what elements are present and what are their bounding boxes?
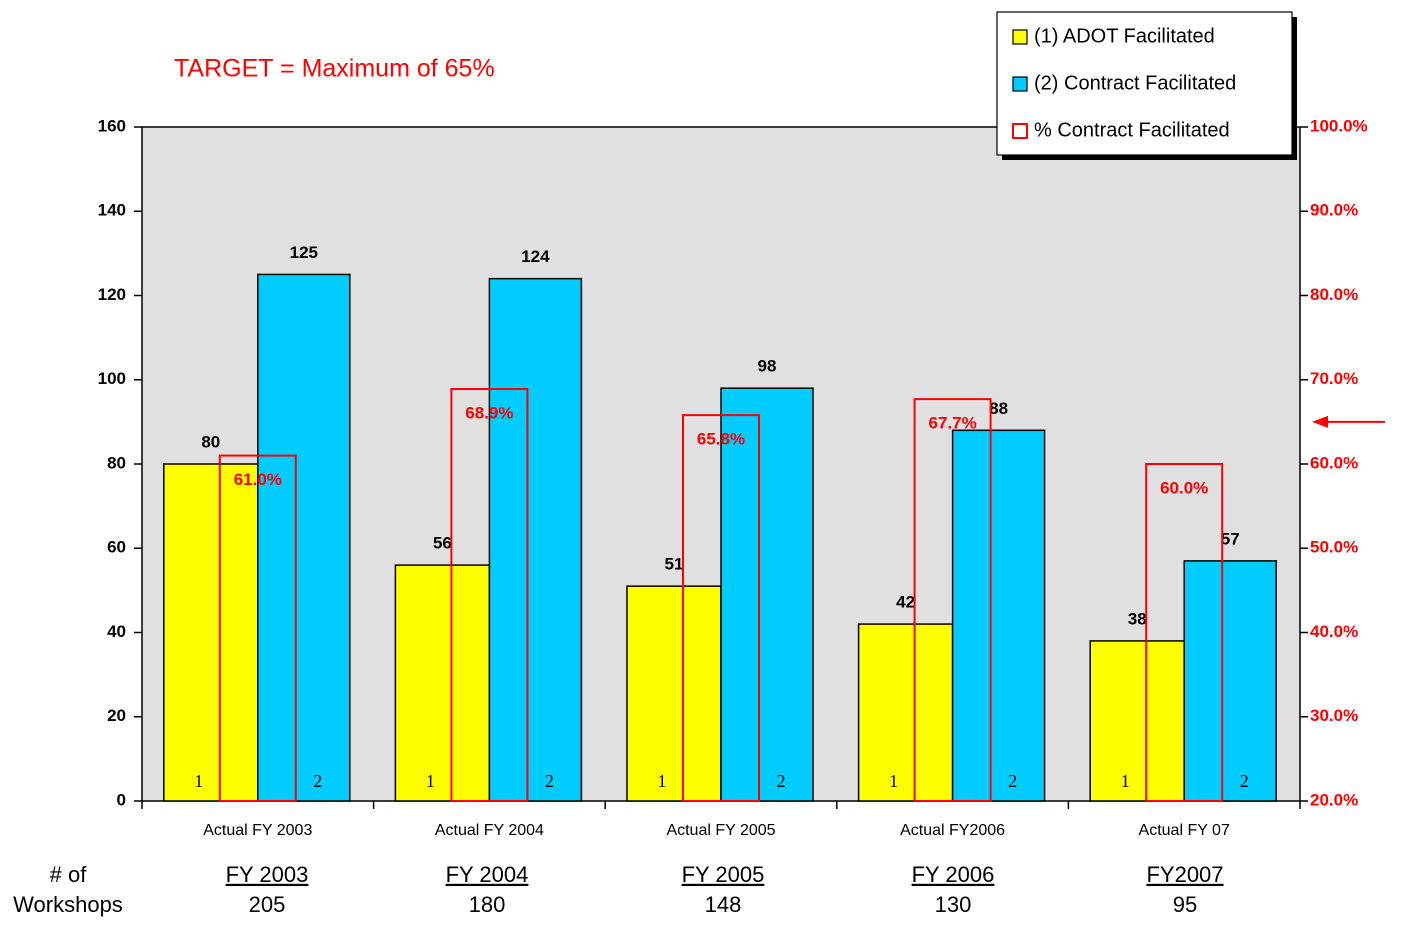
x-tick-label: Actual FY 2003	[203, 822, 312, 839]
target-arrow-head	[1312, 415, 1328, 428]
bar-value-label: 98	[758, 357, 777, 376]
bar-inner-label: 1	[1121, 771, 1130, 791]
y2-tick-label: 40.0%	[1310, 622, 1358, 641]
workshops-year: FY 2005	[682, 862, 765, 887]
y2-tick-label: 90.0%	[1310, 201, 1358, 220]
bar	[394, 564, 491, 802]
workshops-label: Workshops	[13, 892, 123, 917]
legend-swatch	[1012, 123, 1028, 139]
legend-swatch	[1012, 29, 1028, 45]
percent-label: 65.8%	[697, 430, 745, 449]
y-tick-label: 0	[117, 790, 126, 809]
legend-label: % Contract Facilitated	[1034, 119, 1230, 141]
workshops-year: FY2007	[1146, 862, 1223, 887]
bar-value-label: 88	[989, 399, 1008, 418]
y2-tick-label: 20.0%	[1310, 790, 1358, 809]
x-tick-label: Actual FY 2004	[435, 822, 544, 839]
legend-swatch	[1012, 76, 1028, 92]
bar-inner-label: 2	[1240, 771, 1249, 791]
y-tick-label: 80	[107, 453, 126, 472]
bar	[163, 463, 259, 802]
bar-inner-label: 2	[545, 771, 554, 791]
percent-bar	[913, 398, 992, 802]
legend-label: (1) ADOT Facilitated	[1034, 25, 1215, 47]
bar-inner-label: 1	[658, 771, 667, 791]
workshops-label: # of	[50, 862, 88, 887]
bar-value-label: 125	[290, 243, 318, 262]
bar	[1089, 640, 1185, 802]
y-tick-label: 20	[107, 706, 126, 725]
y2-tick-label: 70.0%	[1310, 369, 1358, 388]
legend-label: (2) Contract Facilitated	[1034, 72, 1236, 94]
x-tick-label: Actual FY 07	[1139, 822, 1230, 839]
percent-bar	[1145, 463, 1224, 802]
bar-value-label: 42	[896, 593, 915, 612]
y-tick-label: 120	[98, 285, 126, 304]
bar-inner-label: 1	[194, 771, 203, 791]
bar-inner-label: 2	[313, 771, 322, 791]
bar-inner-label: 1	[889, 771, 898, 791]
percent-label: 60.0%	[1160, 478, 1208, 497]
y-tick-label: 160	[98, 116, 126, 135]
bar-value-label: 51	[665, 555, 684, 574]
percent-label: 61.0%	[234, 470, 282, 489]
y2-tick-label: 50.0%	[1310, 538, 1358, 557]
percent-bar	[218, 454, 297, 802]
workshops-count: 95	[1173, 892, 1197, 917]
bar-inner-label: 2	[1008, 771, 1017, 791]
y-tick-label: 40	[107, 622, 126, 641]
workshops-count: 180	[469, 892, 506, 917]
y-tick-label: 100	[98, 369, 126, 388]
workshops-year: FY 2006	[912, 862, 995, 887]
bar	[257, 273, 351, 802]
bar-value-label: 38	[1128, 609, 1147, 628]
percent-label: 67.7%	[928, 414, 976, 433]
bar	[626, 585, 722, 802]
workshops-count: 130	[935, 892, 972, 917]
bar	[720, 387, 814, 802]
workshops-year: FY 2003	[226, 862, 309, 887]
workshops-year: FY 2004	[446, 862, 529, 887]
percent-bar	[450, 388, 529, 802]
bar	[951, 429, 1046, 802]
y2-tick-label: 30.0%	[1310, 706, 1358, 725]
target-annotation: TARGET = Maximum of 65%	[174, 55, 495, 83]
bar	[857, 623, 954, 802]
workshops-count: 148	[705, 892, 742, 917]
bar-value-label: 80	[201, 432, 220, 451]
x-tick-label: Actual FY2006	[900, 822, 1005, 839]
bar-inner-label: 2	[777, 771, 786, 791]
y2-tick-label: 80.0%	[1310, 285, 1358, 304]
bar	[488, 277, 583, 802]
bar-value-label: 57	[1221, 529, 1240, 548]
y2-tick-label: 60.0%	[1310, 453, 1358, 472]
percent-label: 68.9%	[465, 404, 513, 423]
legend	[996, 11, 1293, 156]
bar-value-label: 124	[521, 247, 550, 266]
bar	[1183, 560, 1277, 802]
bar-inner-label: 1	[426, 771, 435, 791]
x-tick-label: Actual FY 2005	[666, 822, 775, 839]
percent-bar	[682, 414, 760, 802]
y-tick-label: 140	[98, 201, 126, 220]
bar-value-label: 56	[433, 534, 452, 553]
y-tick-label: 60	[107, 538, 126, 557]
y2-tick-label: 100.0%	[1310, 116, 1368, 135]
workshops-count: 205	[249, 892, 286, 917]
